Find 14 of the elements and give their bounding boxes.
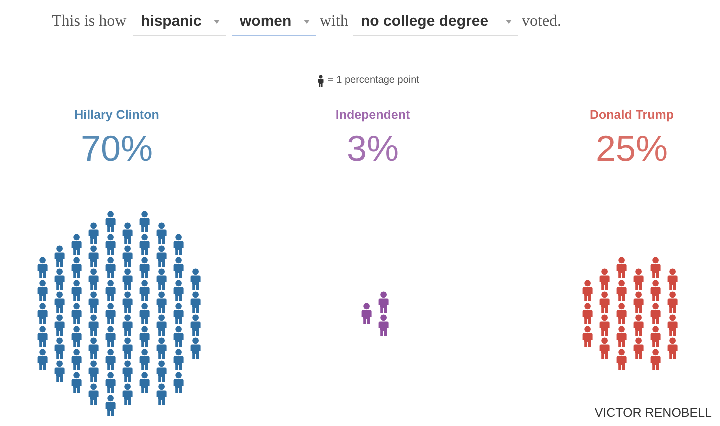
select-field: women [232, 10, 316, 36]
text: VICTOR RENOBELL [594, 406, 712, 420]
category-label: Hillary Clinton [74, 108, 160, 122]
data-label: 25% [594, 128, 670, 170]
select-field: hispanic [133, 10, 226, 36]
category-label: Independent [334, 108, 412, 122]
data-label: 70% [80, 128, 154, 170]
data-label: 3% [346, 128, 400, 170]
category-label: Donald Trump [588, 108, 676, 122]
text: voted. [522, 12, 562, 32]
text: This is how [52, 12, 127, 32]
select-field: no college degree [353, 10, 518, 36]
text: = 1 percentage point [328, 74, 420, 86]
text: with [320, 12, 348, 32]
